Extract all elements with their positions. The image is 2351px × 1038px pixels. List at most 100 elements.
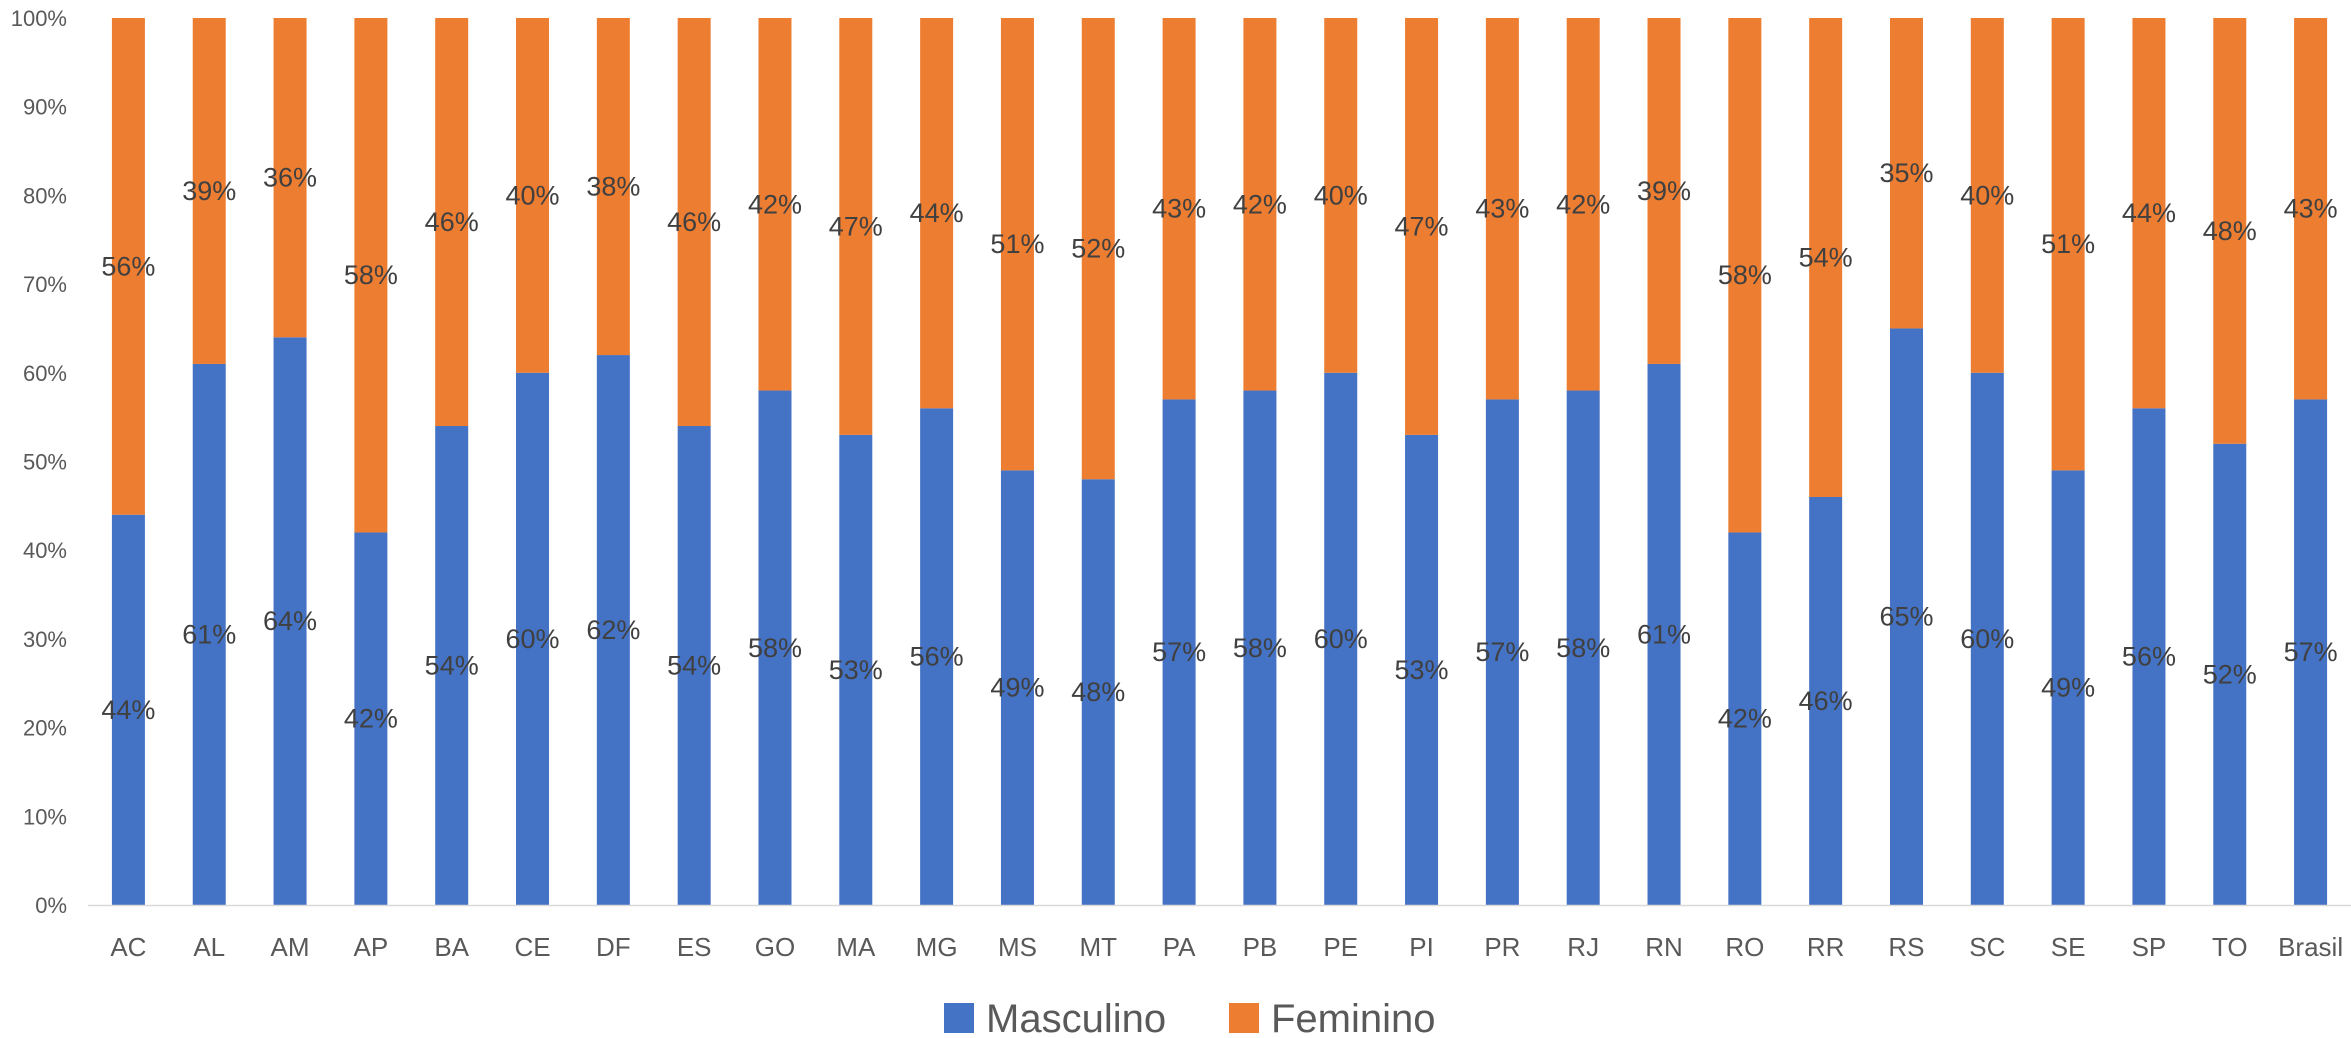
x-tick-label: AM [271, 932, 310, 962]
bar-feminino-mt [1081, 18, 1115, 480]
bar-group-pi: 53% 47% [1395, 18, 1449, 905]
data-label-feminino: 42% [1556, 189, 1610, 219]
x-tick-label: Brasil [2278, 932, 2343, 962]
legend-swatch-feminino [1229, 1003, 1259, 1033]
y-tick-label: 10% [23, 804, 67, 829]
data-label-masculino: 54% [425, 651, 479, 681]
bar-group-se: 49% 51% [2041, 18, 2095, 905]
x-tick-label: PA [1163, 932, 1196, 962]
x-tick-label: MG [916, 932, 958, 962]
x-tick-label: PI [1409, 932, 1434, 962]
y-tick-label: 40% [23, 538, 67, 563]
bar-feminino-rn [1647, 18, 1681, 364]
bar-masculino-rn [1647, 363, 1681, 905]
data-label-feminino: 40% [505, 180, 559, 210]
y-tick-label: 30% [23, 627, 67, 652]
data-label-masculino: 60% [505, 624, 559, 654]
data-label-masculino: 49% [2041, 673, 2095, 703]
bar-group-pe: 60% 40% [1314, 18, 1368, 905]
y-tick-label: 60% [23, 361, 67, 386]
bar-feminino-ac [111, 18, 145, 515]
data-label-feminino: 46% [425, 207, 479, 237]
bar-feminino-rr [1809, 18, 1843, 497]
bar-masculino-pb [1243, 390, 1277, 905]
bar-feminino-es [677, 18, 711, 427]
y-tick-label: 0% [35, 893, 67, 918]
bar-feminino-ap [354, 18, 388, 533]
bar-feminino-to [2213, 18, 2247, 444]
bar-group-pb: 58% 42% [1233, 18, 1287, 905]
bar-group-sc: 60% 40% [1960, 18, 2014, 905]
bar-masculino-ro [1728, 532, 1762, 905]
x-tick-label: AP [354, 932, 389, 962]
bar-group-am: 64% 36% [263, 18, 317, 905]
data-label-feminino: 46% [667, 207, 721, 237]
y-tick-label: 80% [23, 183, 67, 208]
bar-feminino-mg [920, 18, 954, 409]
bar-group-ac: 44% 56% [101, 18, 155, 905]
bar-feminino-rs [1889, 18, 1923, 329]
data-label-masculino: 65% [1879, 602, 1933, 632]
bar-group-df: 62% 38% [586, 18, 640, 905]
data-label-masculino: 54% [667, 651, 721, 681]
x-tick-label: PR [1484, 932, 1520, 962]
x-tick-label: SE [2051, 932, 2086, 962]
bar-feminino-ba [435, 18, 469, 427]
data-label-masculino: 49% [990, 673, 1044, 703]
bar-group-go: 58% 42% [748, 18, 802, 905]
bar-group-rr: 46% 54% [1799, 18, 1853, 905]
bar-group-mt: 48% 52% [1071, 18, 1125, 905]
data-label-masculino: 53% [829, 655, 883, 685]
bar-group-es: 54% 46% [667, 18, 721, 905]
bar-masculino-mg [920, 408, 954, 905]
x-tick-label: AL [193, 932, 225, 962]
bar-masculino-pe [1324, 372, 1358, 905]
bar-group-ap: 42% 58% [344, 18, 398, 905]
bar-masculino-ac [111, 514, 145, 905]
data-label-masculino: 61% [1637, 619, 1691, 649]
bar-feminino-pr [1485, 18, 1519, 400]
y-tick-label: 90% [23, 95, 67, 120]
data-label-feminino: 43% [2284, 194, 2338, 224]
bar-group-rn: 61% 39% [1637, 18, 1691, 905]
x-tick-label: DF [596, 932, 631, 962]
bar-group-brasil: 57% 43% [2284, 18, 2338, 905]
data-label-feminino: 51% [2041, 229, 2095, 259]
x-tick-label: RO [1725, 932, 1764, 962]
bar-masculino-es [677, 426, 711, 905]
x-axis: AC AL AM AP BA CE DF ES GO MA MG MS MT PA PB PE PI PR RJ RN… [88, 904, 2351, 962]
x-tick-label: SP [2132, 932, 2167, 962]
legend: Masculino Feminino [944, 997, 1436, 1038]
data-label-feminino: 47% [829, 211, 883, 241]
x-tick-label: RS [1888, 932, 1924, 962]
x-tick-label: RJ [1567, 932, 1599, 962]
data-label-masculino: 56% [910, 642, 964, 672]
bar-group-rj: 58% 42% [1556, 18, 1610, 905]
data-label-feminino: 52% [1071, 234, 1125, 264]
bar-masculino-ap [354, 532, 388, 905]
data-label-feminino: 43% [1475, 194, 1529, 224]
x-tick-label: ES [677, 932, 712, 962]
data-label-feminino: 47% [1395, 211, 1449, 241]
data-label-feminino: 58% [1718, 260, 1772, 290]
bar-feminino-go [758, 18, 792, 391]
data-label-masculino: 60% [1314, 624, 1368, 654]
bar-feminino-am [273, 18, 307, 338]
bar-masculino-pr [1485, 399, 1519, 905]
bar-feminino-ce [516, 18, 550, 373]
x-tick-label: MS [998, 932, 1037, 962]
x-tick-label: PB [1243, 932, 1278, 962]
data-label-masculino: 57% [1475, 637, 1529, 667]
bar-feminino-df [596, 18, 630, 356]
bar-feminino-sc [1970, 18, 2004, 373]
data-label-feminino: 44% [910, 198, 964, 228]
data-label-masculino: 58% [1556, 633, 1610, 663]
bars: 44% 56% 61% 39% 64% 36% 42% 58% 54% 46% 60% 40% 62% 3… [101, 18, 2338, 905]
data-label-masculino: 44% [101, 695, 155, 725]
bar-masculino-pi [1405, 434, 1439, 905]
bar-feminino-pe [1324, 18, 1358, 373]
x-tick-label: GO [755, 932, 795, 962]
data-label-masculino: 64% [263, 606, 317, 636]
bar-masculino-to [2213, 443, 2247, 905]
